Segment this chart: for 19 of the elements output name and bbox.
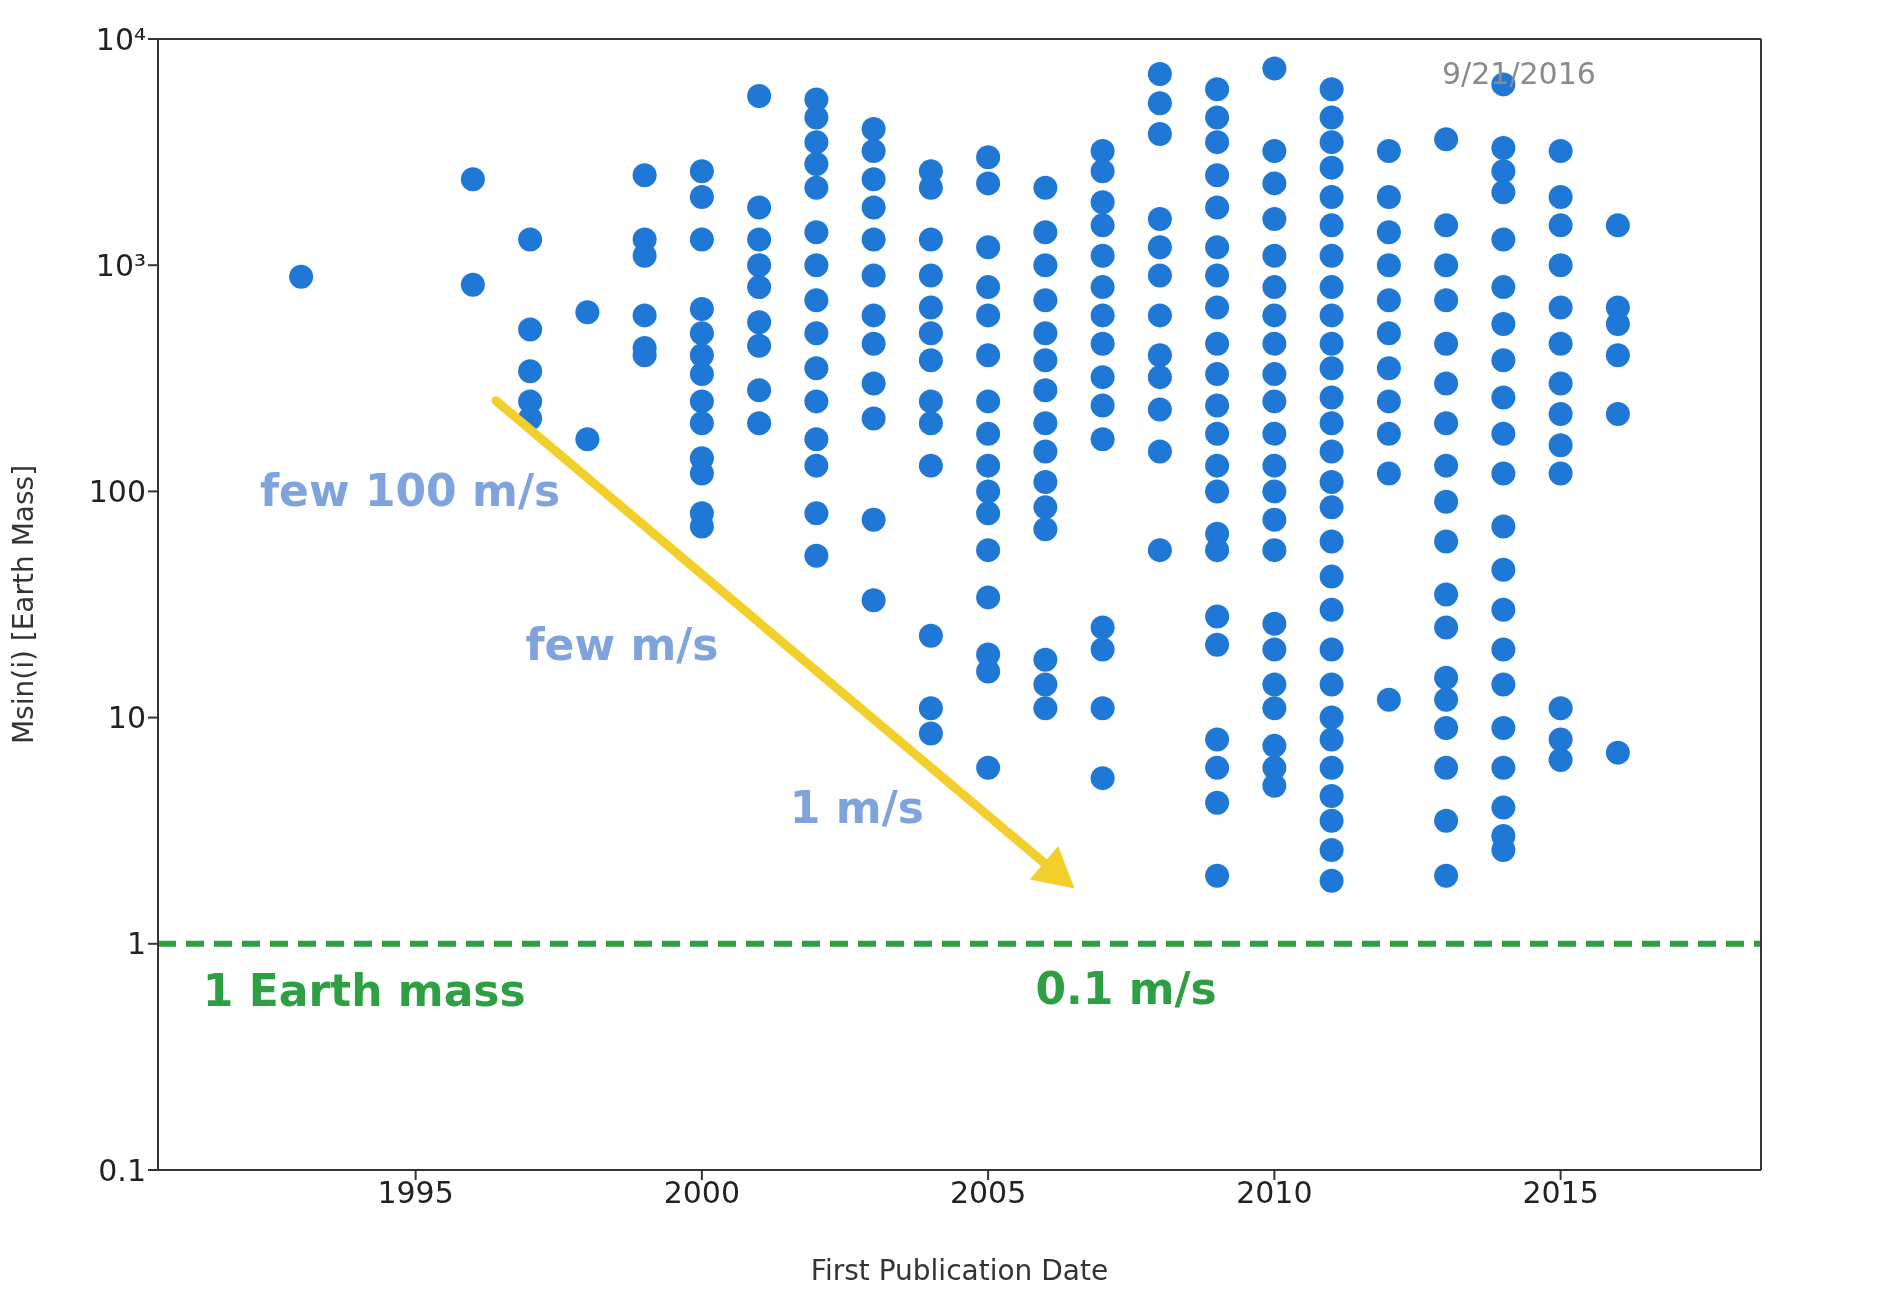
annotation: 0.1 m/s (1035, 963, 1217, 1015)
annotation: few m/s (525, 618, 719, 670)
y-tick-label: 10 (107, 700, 146, 736)
annotation: few 100 m/s (259, 465, 561, 517)
y-tick-label: 10⁴ (95, 21, 146, 57)
y-tick-label: 100 (88, 474, 146, 510)
x-tick-label: 2005 (949, 1175, 1027, 1211)
annotation: 1 m/s (789, 781, 924, 833)
ref-line-label: 1 Earth mass (202, 964, 526, 1016)
y-tick-label: 10³ (95, 247, 146, 283)
x-tick-label: 2000 (663, 1175, 741, 1211)
y-axis-title: Msin(i) [Earth Mass] (6, 464, 40, 745)
annotation: 9/21/2016 (1442, 55, 1596, 91)
x-axis-title: First Publication Date (810, 1254, 1109, 1287)
y-tick-label: 1 (126, 926, 146, 962)
x-tick-label: 2015 (1522, 1175, 1599, 1211)
y-tick-label: 0.1 (98, 1152, 146, 1188)
x-tick-label: 1995 (377, 1175, 454, 1211)
x-tick-label: 2010 (1236, 1175, 1313, 1211)
